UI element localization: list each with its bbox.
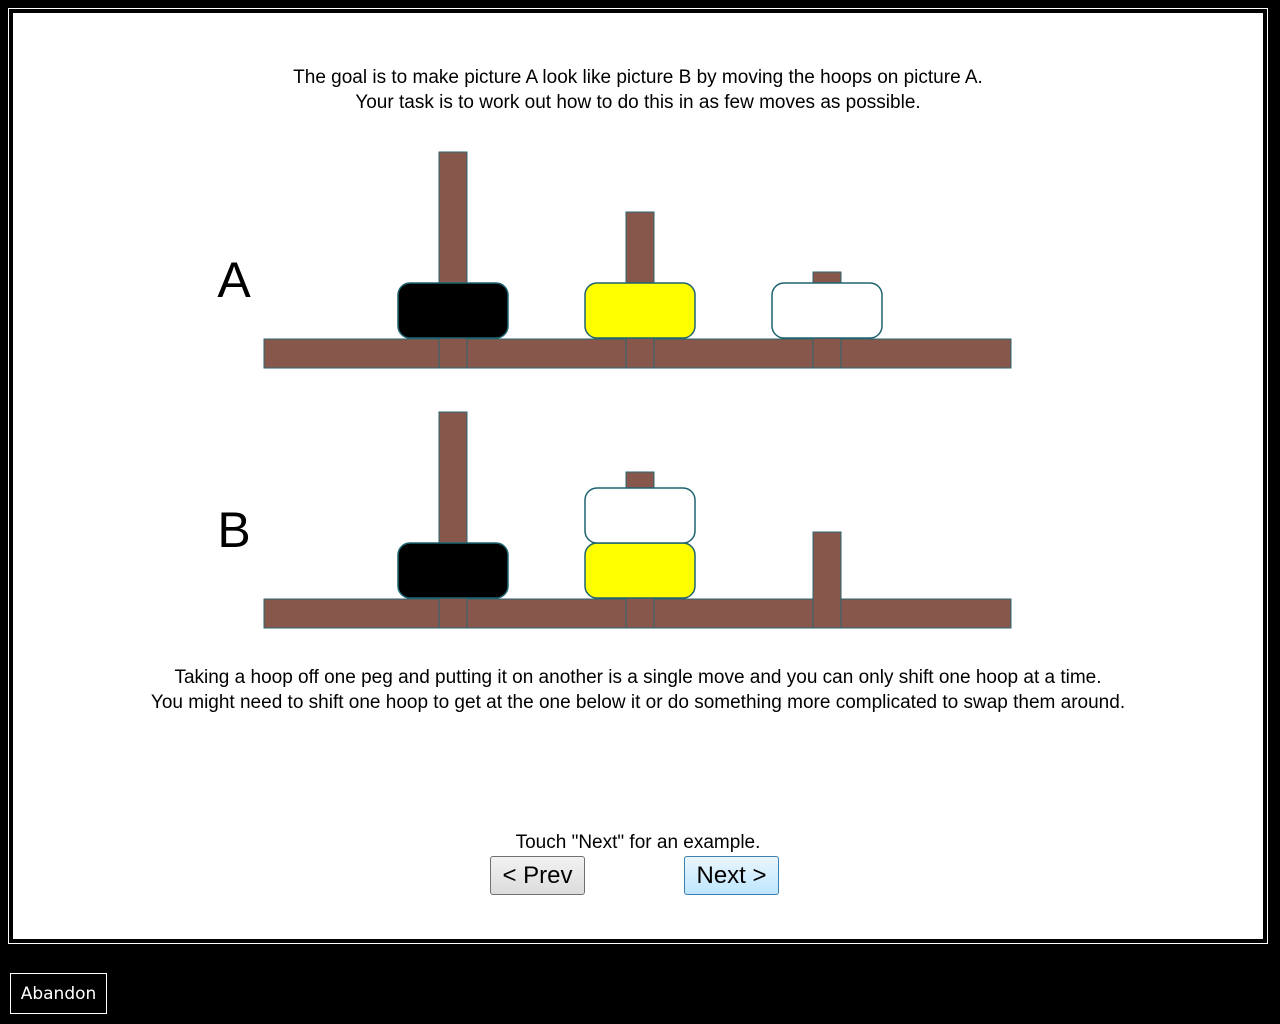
picture-b: B — [217, 411, 1012, 629]
yellow-hoop — [584, 542, 696, 599]
puzzle-figures: A B — [217, 151, 1012, 629]
abandon-button[interactable]: Abandon — [10, 973, 107, 1014]
goal-line-1: The goal is to make picture A look like … — [293, 67, 983, 88]
black-hoop — [397, 282, 509, 339]
white-hoop — [584, 487, 696, 544]
rules-line-1: Taking a hoop off one peg and putting it… — [174, 667, 1102, 688]
prev-button[interactable]: < Prev — [490, 856, 585, 895]
picture-a: A — [217, 151, 1012, 369]
black-hoop — [397, 542, 509, 599]
white-hoop — [771, 282, 883, 339]
next-button[interactable]: Next > — [684, 856, 779, 895]
goal-line-2: Your task is to work out how to do this … — [355, 92, 921, 113]
rules-line-2: You might need to shift one hoop to get … — [150, 692, 1126, 713]
next-prompt: Touch "Next" for an example. — [515, 832, 761, 853]
picture-b-label: B — [217, 502, 250, 558]
yellow-hoop — [584, 282, 696, 339]
task-panel: The goal is to make picture A look like … — [8, 8, 1268, 944]
goal-instructions: The goal is to make picture A look like … — [13, 65, 1263, 115]
rules-instructions: Taking a hoop off one peg and putting it… — [13, 665, 1263, 715]
picture-a-label: A — [217, 252, 251, 308]
peg-post — [812, 531, 842, 629]
